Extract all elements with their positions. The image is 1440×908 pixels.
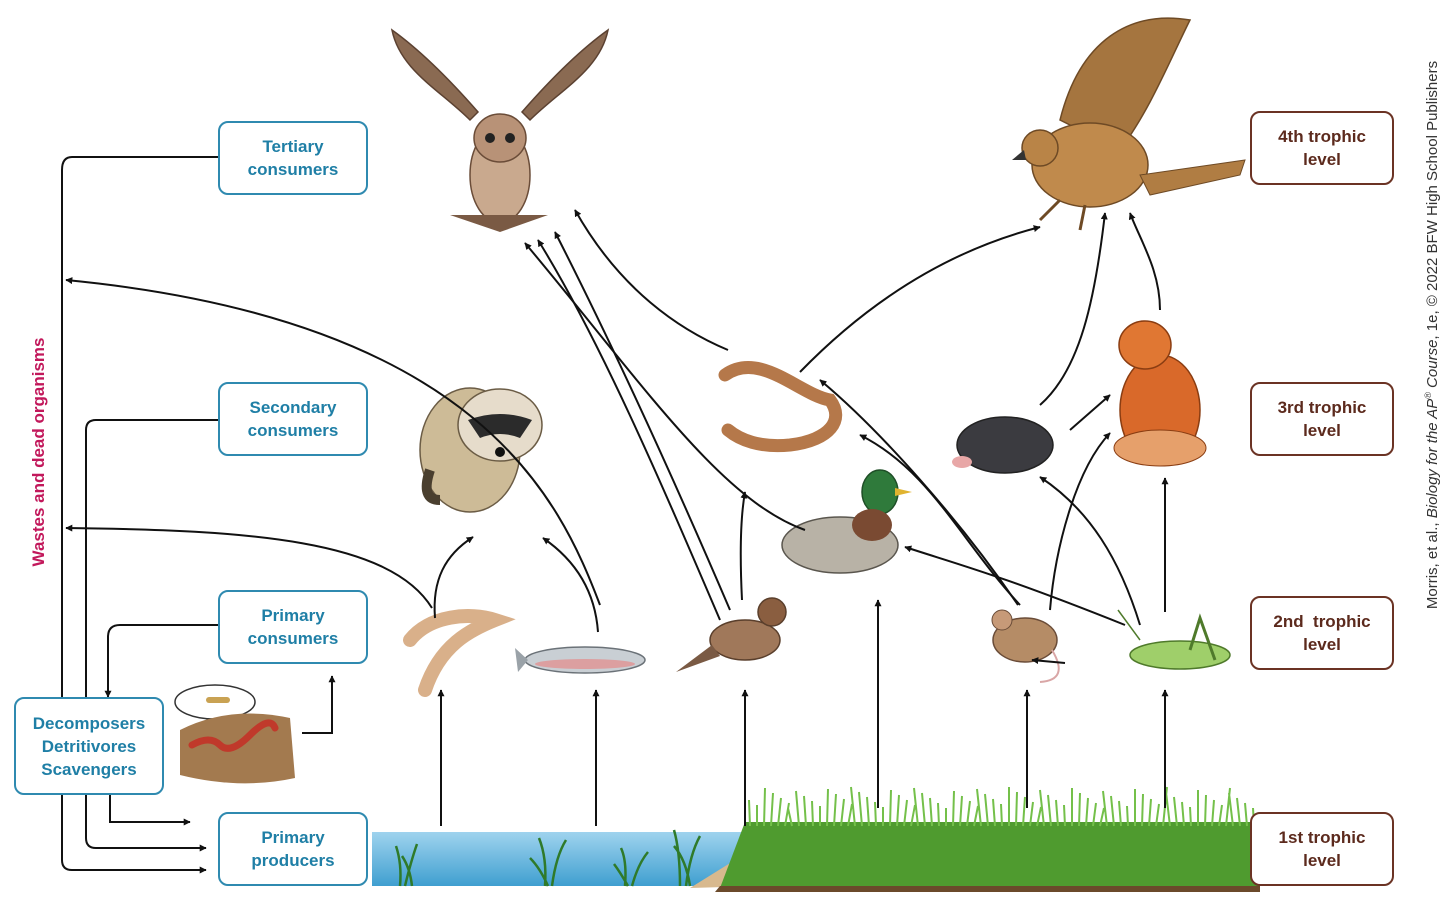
fish [515,646,646,674]
third-trophic-level-box: 3rd trophic level [1250,382,1394,456]
flow-arrow [65,524,433,609]
flow-arrow [65,277,601,606]
flow-arrow [739,491,748,601]
snake [718,361,843,453]
fourth-trophic-level-box: 4th trophic level [1250,111,1394,185]
publisher-credit: Morris, et al., Biology for the AP® Cour… [1423,60,1440,610]
flow-arrow [104,624,218,698]
flow-arrow [1069,394,1111,431]
earthworm [180,713,295,784]
fox [1113,320,1207,467]
flow-arrow [1031,657,1066,665]
mole [952,416,1054,474]
mouse [991,609,1060,683]
hawk [1012,17,1246,231]
primary-consumers-box: Primary consumers [218,590,368,664]
flow-arrow [109,795,191,826]
flow-arrow [819,379,1019,606]
sparrow [676,597,787,672]
primary-producers-box: Primary producers [218,812,368,886]
owl [390,28,610,232]
flow-arrow [524,242,806,531]
grassland [715,786,1260,892]
flow-arrow [85,419,218,852]
flow-arrow [61,156,218,874]
flow-arrow [1039,212,1108,406]
flow-arrow [799,225,1041,373]
first-trophic-level-box: 1st trophic level [1250,812,1394,886]
flow-arrow [537,239,721,621]
flow-arrow [1128,212,1161,311]
flow-arrow [302,675,336,734]
raccoon [419,387,543,513]
decomposers-box: Decomposers Detritivores Scavengers [14,697,164,795]
second-trophic-level-box: 2nd trophic level [1250,596,1394,670]
energy-flow-arrows [61,156,1169,874]
duck [781,469,912,574]
flow-arrow [554,231,731,611]
grasshopper [1117,609,1231,670]
wastes-and-dead-organisms-label: Wastes and dead organisms [29,337,48,567]
tertiary-consumers-box: Tertiary consumers [218,121,368,195]
shrimp [403,609,516,697]
flow-arrow [574,209,729,351]
flow-arrow [904,545,1126,626]
flow-arrow [1039,476,1141,626]
flow-arrow [433,536,474,619]
secondary-consumers-box: Secondary consumers [218,382,368,456]
flow-arrow [542,537,599,633]
pond-plants [394,829,702,887]
flow-arrow [1049,432,1111,611]
